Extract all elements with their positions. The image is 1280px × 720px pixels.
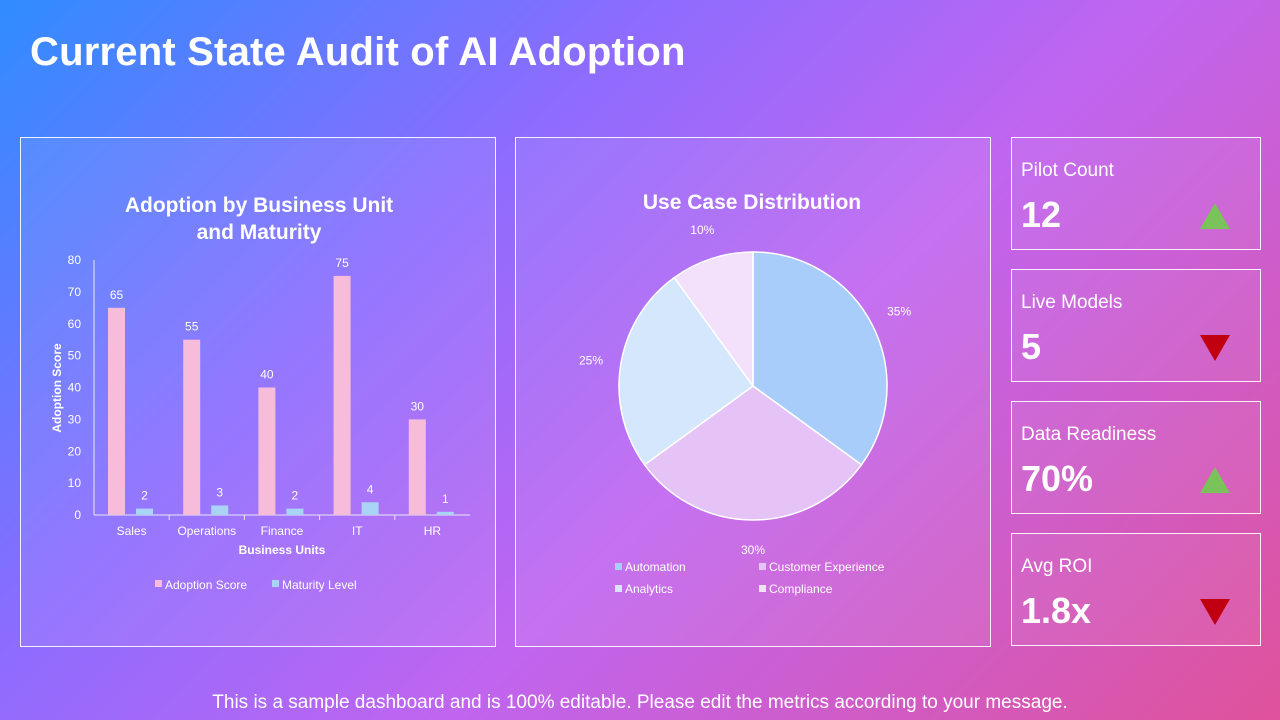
kpi-card-live-models: Live Models 5 <box>1011 269 1261 382</box>
data-label: 2 <box>292 489 299 503</box>
bar-adoption-score <box>183 339 201 515</box>
y-axis-title: Adoption Score <box>50 343 64 433</box>
bar-maturity-level <box>361 502 379 515</box>
data-label: 75 <box>335 256 349 270</box>
data-label: 30 <box>411 399 425 413</box>
trend-down-icon <box>1200 335 1230 361</box>
pie-chart-title: Use Case Distribution <box>643 191 861 214</box>
data-label: 40 <box>260 368 274 382</box>
pie-data-label: 25% <box>579 353 603 367</box>
x-tick-label: Operations <box>177 524 236 538</box>
trend-down-icon <box>1200 599 1230 625</box>
y-tick-label: 70 <box>68 285 82 299</box>
kpi-value: 1.8x <box>1021 590 1092 631</box>
pie-data-label: 10% <box>690 223 714 237</box>
trend-up-icon <box>1200 467 1230 493</box>
pie-data-label: 35% <box>887 305 911 319</box>
bar-maturity-level <box>436 511 454 515</box>
data-label: 3 <box>216 485 223 499</box>
kpi-label: Data Readiness <box>1021 424 1157 445</box>
legend-label: Compliance <box>769 582 833 596</box>
kpi-card-avg-roi: Avg ROI 1.8x <box>1011 533 1261 646</box>
pie-data-label: 30% <box>741 543 765 557</box>
bar-chart: Adoption by Business Unit and Maturity 0 10… <box>50 194 470 592</box>
bar-chart-panel: Adoption by Business Unit and Maturity 0 10… <box>20 137 496 647</box>
y-tick-label: 30 <box>68 412 82 426</box>
data-label: 2 <box>141 489 148 503</box>
pie-slice-analytics <box>618 276 755 466</box>
kpi-label: Pilot Count <box>1021 160 1114 181</box>
kpi-card-pilot-count: Pilot Count 12 <box>1011 137 1261 250</box>
bar-chart-title: and Maturity <box>197 221 322 244</box>
bar-maturity-level <box>211 505 229 515</box>
page-title: Current State Audit of AI Adoption <box>30 30 686 74</box>
bar-chart-title: Adoption by Business Unit <box>125 194 393 217</box>
bar-adoption-score <box>258 387 276 515</box>
legend-label: Automation <box>625 560 686 574</box>
x-axis-title: Business Units <box>239 543 326 557</box>
legend-swatch <box>759 563 766 570</box>
trend-up-icon <box>1200 203 1230 229</box>
y-tick-label: 40 <box>68 381 82 395</box>
y-tick-label: 60 <box>68 317 82 331</box>
y-tick-label: 10 <box>68 476 82 490</box>
bar-adoption-score <box>333 275 351 515</box>
legend-swatch <box>272 580 279 587</box>
legend-label: Analytics <box>625 582 673 596</box>
y-tick-label: 20 <box>68 444 82 458</box>
bar-maturity-level <box>136 508 153 515</box>
y-tick-label: 50 <box>68 349 82 363</box>
bar-adoption-score <box>108 307 125 515</box>
y-tick-label: 0 <box>74 508 81 522</box>
kpi-value: 5 <box>1021 326 1042 367</box>
kpi-value: 70% <box>1021 458 1094 499</box>
x-tick-label: Finance <box>261 524 304 538</box>
x-tick-label: IT <box>352 524 363 538</box>
pie-slice-automation <box>752 251 888 466</box>
legend-swatch <box>155 580 162 587</box>
kpi-label: Avg ROI <box>1021 556 1093 577</box>
pie-chart: Use Case Distribution 35% 30% 25% 10% Automat… <box>579 191 911 596</box>
legend-label: Customer Experience <box>769 560 885 574</box>
kpi-card-data-readiness: Data Readiness 70% <box>1011 401 1261 514</box>
data-label: 4 <box>367 482 374 496</box>
kpi-value: 12 <box>1021 194 1062 235</box>
pie-slice-customer-experience <box>643 385 863 521</box>
footer-note: This is a sample dashboard and is 100% e… <box>212 692 1068 713</box>
legend-label: Adoption Score <box>165 578 247 592</box>
legend-swatch <box>615 563 622 570</box>
legend-swatch <box>615 585 622 592</box>
pie-slice-compliance <box>673 251 754 389</box>
x-tick-label: Sales <box>117 524 147 538</box>
bar-adoption-score <box>408 419 426 515</box>
y-tick-label: 80 <box>68 253 82 267</box>
legend-label: Maturity Level <box>282 578 357 592</box>
data-label: 65 <box>110 288 124 302</box>
x-tick-label: HR <box>424 524 442 538</box>
bar-maturity-level <box>286 508 304 515</box>
data-label: 55 <box>185 320 199 334</box>
kpi-label: Live Models <box>1021 292 1123 313</box>
legend-swatch <box>759 585 766 592</box>
pie-chart-panel: Use Case Distribution 35% 30% 25% 10% Automat… <box>515 137 991 647</box>
data-label: 1 <box>442 492 449 506</box>
